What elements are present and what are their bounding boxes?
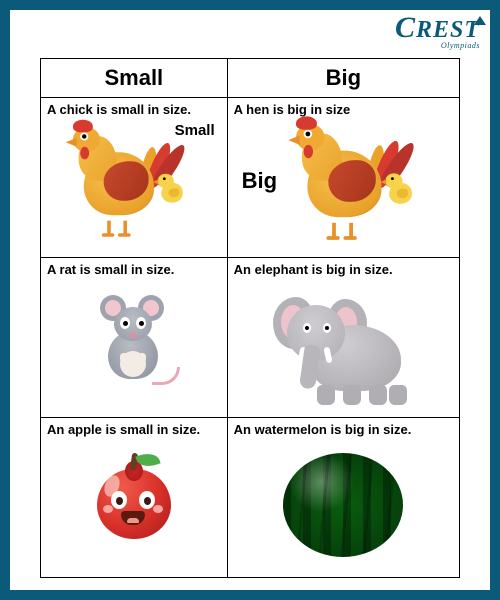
rat-illustration <box>94 289 174 389</box>
cell-elephant: An elephant is big in size. <box>227 258 459 418</box>
cell-chick: A chick is small in size. Small <box>41 98 228 258</box>
callout-big: Big <box>242 168 277 194</box>
crest-logo: CREST Olympiads <box>395 14 480 49</box>
chick-icon <box>386 173 416 205</box>
caption: An apple is small in size. <box>47 422 221 437</box>
hen-with-chick-illustration <box>287 124 420 238</box>
header-big: Big <box>227 59 459 98</box>
logo-first-letter: C <box>395 11 416 44</box>
table-row: An apple is small in size. An watermelon… <box>41 418 460 578</box>
apple-illustration <box>89 447 179 547</box>
header-small: Small <box>41 59 228 98</box>
table-row: A chick is small in size. Small A hen is… <box>41 98 460 258</box>
caption: An watermelon is big in size. <box>234 422 453 437</box>
comparison-table: Small Big A chick is small in size. Smal… <box>40 58 460 578</box>
chick-icon <box>157 174 186 205</box>
cell-hen: A hen is big in size Big <box>227 98 459 258</box>
hen-with-chick-illustration <box>64 127 190 235</box>
elephant-illustration <box>273 285 413 405</box>
caption: A rat is small in size. <box>47 262 221 277</box>
caption: A chick is small in size. <box>47 102 221 117</box>
caption: A hen is big in size <box>234 102 453 117</box>
logo-text-rest: REST <box>416 17 480 43</box>
table-row: A rat is small in size. An elephant is b… <box>41 258 460 418</box>
caption: An elephant is big in size. <box>234 262 453 277</box>
cell-apple: An apple is small in size. <box>41 418 228 578</box>
cell-rat: A rat is small in size. <box>41 258 228 418</box>
watermelon-illustration <box>273 443 413 563</box>
cell-watermelon: An watermelon is big in size. <box>227 418 459 578</box>
